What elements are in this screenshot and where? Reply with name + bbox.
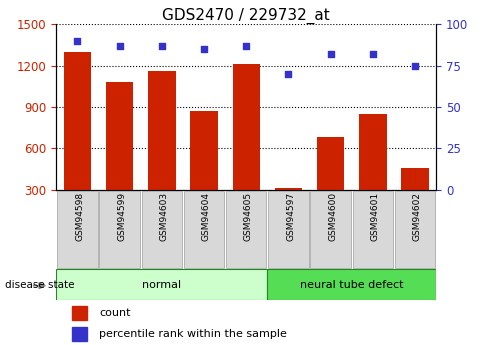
Bar [72, 306, 88, 320]
Point [200, 46, 208, 52]
Text: count: count [99, 308, 130, 318]
Bar [401, 168, 429, 231]
Bar [57, 190, 98, 268]
Bar [268, 269, 436, 300]
Bar [142, 190, 182, 268]
Bar [310, 190, 351, 268]
Text: GSM94604: GSM94604 [202, 192, 211, 241]
Point [327, 51, 335, 57]
Bar [359, 114, 387, 231]
Text: GSM94599: GSM94599 [117, 192, 126, 241]
Bar [56, 269, 268, 300]
Bar [226, 190, 267, 268]
Point [285, 71, 293, 77]
Point [411, 63, 419, 68]
Text: percentile rank within the sample: percentile rank within the sample [99, 329, 287, 339]
Point [369, 51, 377, 57]
Point [74, 38, 81, 43]
Text: GSM94603: GSM94603 [159, 192, 169, 241]
Text: GSM94602: GSM94602 [413, 192, 421, 241]
Bar [148, 71, 175, 231]
Text: GSM94601: GSM94601 [370, 192, 379, 241]
Point [242, 43, 250, 48]
Text: normal: normal [142, 280, 181, 289]
Bar [64, 52, 91, 231]
Text: GSM94605: GSM94605 [244, 192, 253, 241]
Text: GSM94597: GSM94597 [286, 192, 295, 241]
Bar [317, 137, 344, 231]
Bar [72, 327, 88, 341]
Bar [233, 64, 260, 231]
Bar [353, 190, 393, 268]
Text: GSM94598: GSM94598 [75, 192, 84, 241]
Point [116, 43, 123, 48]
Bar [106, 82, 133, 231]
Title: GDS2470 / 229732_at: GDS2470 / 229732_at [162, 8, 330, 24]
Bar [268, 190, 309, 268]
Bar [184, 190, 224, 268]
Bar [190, 111, 218, 231]
Text: GSM94600: GSM94600 [328, 192, 337, 241]
Bar [275, 188, 302, 231]
Bar [99, 190, 140, 268]
Text: neural tube defect: neural tube defect [300, 280, 403, 289]
Text: disease state: disease state [5, 280, 74, 289]
Bar [395, 190, 435, 268]
Point [158, 43, 166, 48]
